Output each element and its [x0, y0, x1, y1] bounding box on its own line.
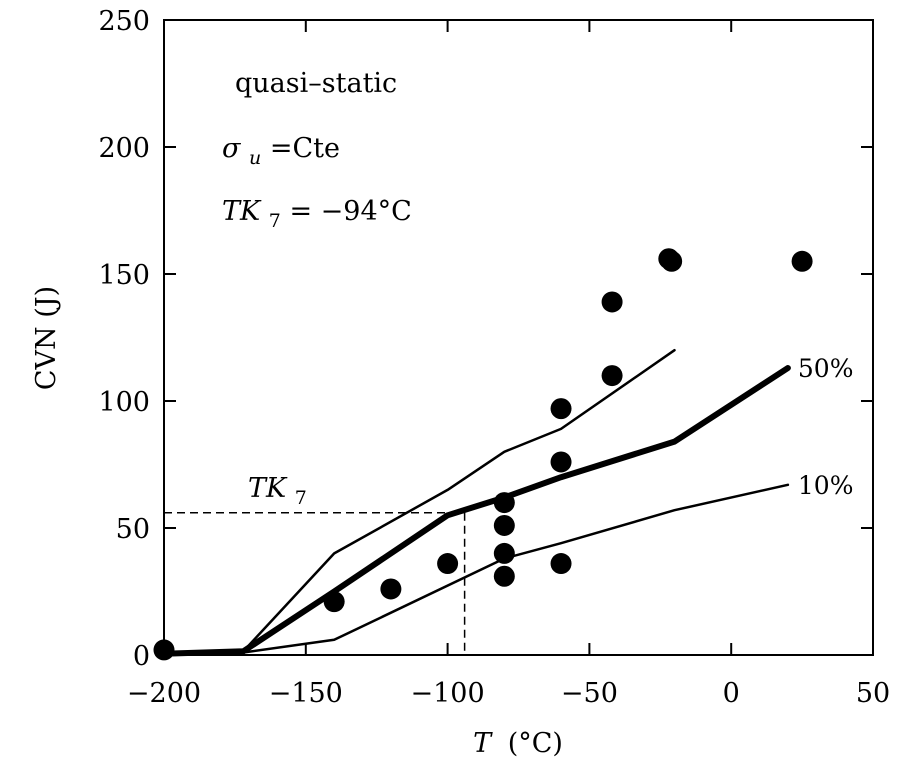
- data-point: [493, 542, 515, 564]
- y-tick-label: 200: [98, 133, 150, 164]
- data-point: [493, 514, 515, 536]
- series-line-50pct: [161, 365, 791, 657]
- data-point: [550, 451, 572, 473]
- y-tick-label: 150: [98, 260, 150, 291]
- tk7-subscript: 7: [269, 210, 281, 232]
- x-tick-label: −150: [269, 678, 343, 709]
- y-axis-title: CVN (J): [31, 286, 62, 390]
- data-point: [601, 291, 623, 313]
- data-point: [437, 553, 459, 575]
- tk7-label-symbol: TK: [248, 473, 288, 504]
- sigma-symbol: σ: [222, 133, 242, 164]
- plot-frame: [163, 19, 874, 656]
- tk7-symbol: TK: [222, 196, 262, 227]
- x-tick-label: −200: [127, 678, 201, 709]
- tk7-label-subscript: 7: [295, 487, 307, 509]
- tick-labels: −200 −150 −100 −50 0 50 0 50 100 150 200 250: [98, 6, 890, 709]
- x-tick-label: 0: [723, 678, 740, 709]
- y-tick-label: 50: [116, 514, 150, 545]
- data-point: [550, 553, 572, 575]
- data-point: [661, 250, 683, 272]
- data-point: [791, 250, 813, 272]
- y-tick-label: 100: [98, 387, 150, 418]
- annotation-sigma-u: σ u =Cte: [222, 133, 340, 171]
- sigma-subscript: u: [249, 147, 261, 169]
- data-point: [380, 578, 402, 600]
- tk7-rest: = −94°C: [289, 196, 411, 227]
- series-labels: 50% 10%: [798, 354, 854, 500]
- data-point: [493, 565, 515, 587]
- series-label-50pct: 50%: [798, 354, 854, 383]
- data-point: [323, 591, 345, 613]
- y-tick-label: 250: [98, 6, 150, 37]
- x-axis-unit: (°C): [508, 728, 563, 759]
- tick-marks: [163, 19, 874, 656]
- data-point: [493, 492, 515, 514]
- x-axis-symbol: T: [473, 728, 493, 759]
- series-line-upper: [162, 348, 676, 655]
- annotation-tk7-label: TK 7: [248, 473, 307, 509]
- x-tick-label: −50: [561, 678, 618, 709]
- x-axis-title: T (°C): [473, 728, 563, 759]
- series-line-10pct: [162, 483, 790, 655]
- data-point: [601, 365, 623, 387]
- x-tick-label: −100: [411, 678, 485, 709]
- annotation-tk7-value: TK 7 = −94°C: [222, 196, 412, 234]
- plot-layer: [153, 248, 813, 661]
- x-tick-label: 50: [856, 678, 890, 709]
- sigma-rest: =Cte: [270, 133, 340, 164]
- y-tick-label: 0: [133, 641, 150, 672]
- annotation-quasi-static: quasi–static: [235, 68, 397, 99]
- series-label-10pct: 10%: [798, 471, 854, 500]
- data-point: [550, 398, 572, 420]
